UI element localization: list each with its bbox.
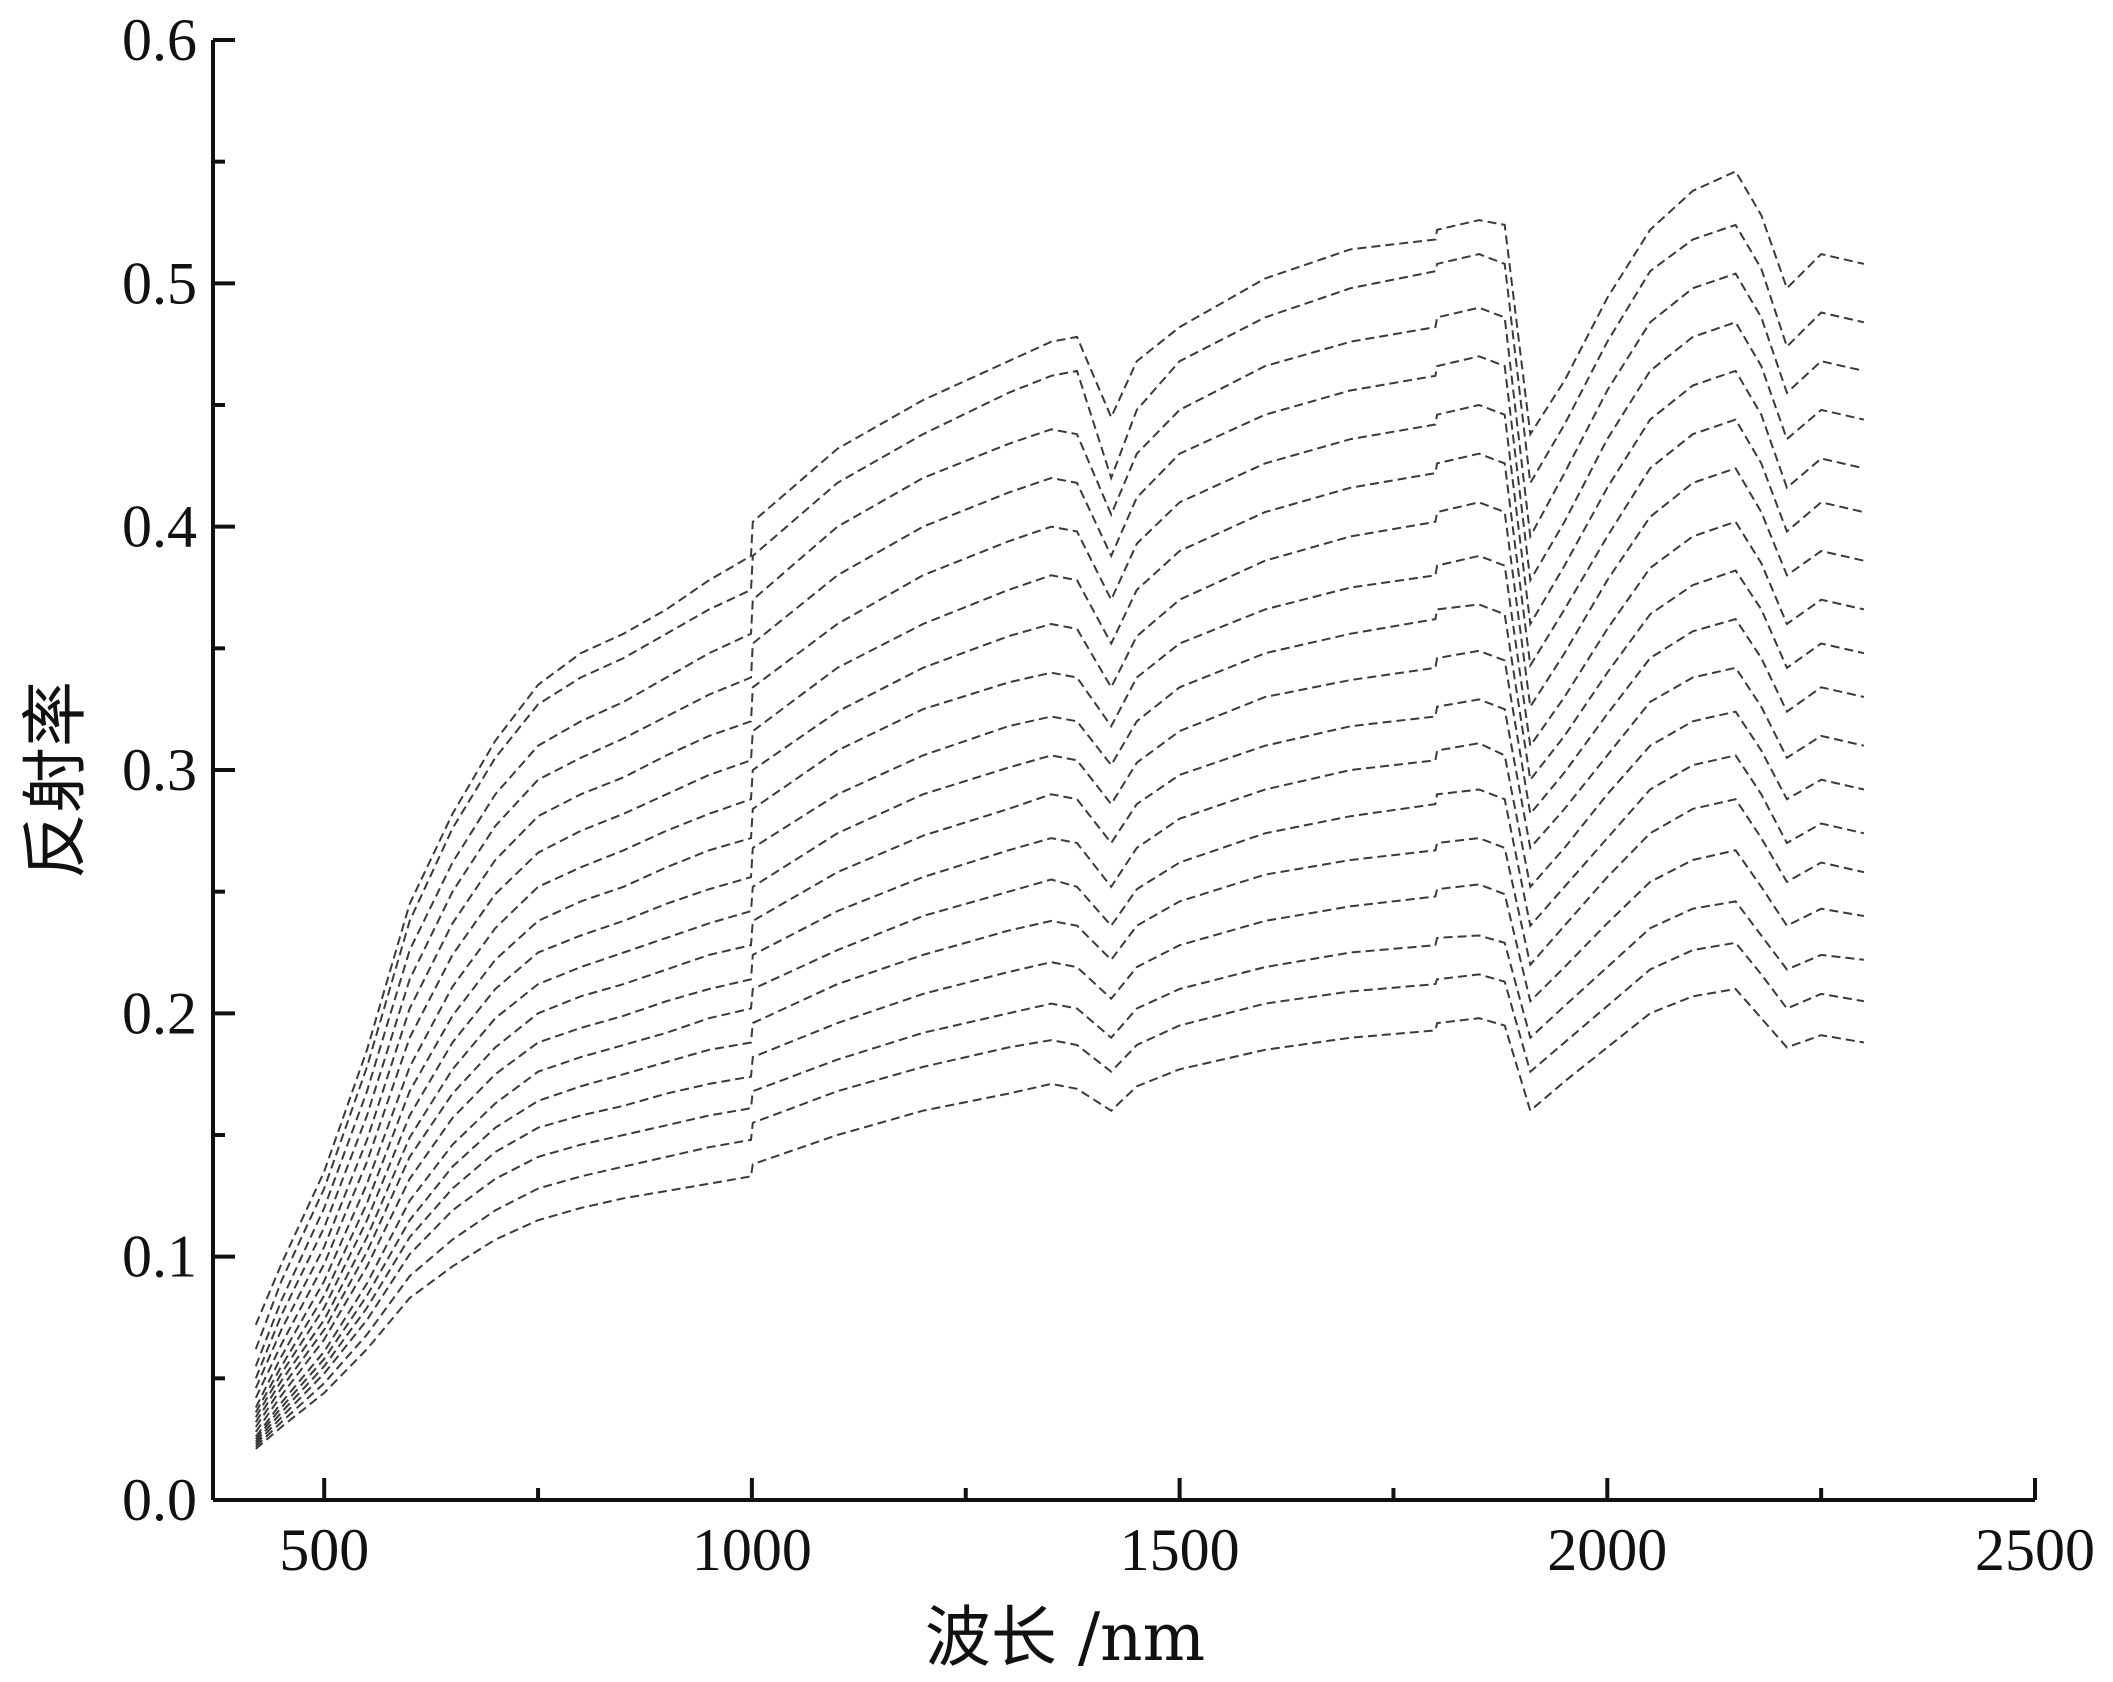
spectrum-line-1 xyxy=(254,170,1865,1326)
spectrum-line-18 xyxy=(255,987,1865,1450)
spectrum-line-12 xyxy=(254,710,1865,1433)
spectrum-line-3 xyxy=(254,272,1865,1367)
spectrum-line-17 xyxy=(255,941,1865,1448)
y-axis-title: 反射率 xyxy=(17,681,94,879)
y-tick-label: 0.3 xyxy=(122,737,197,803)
y-tick-label: 0.5 xyxy=(122,250,197,316)
y-tick-label: 0.4 xyxy=(122,494,197,560)
spectrum-line-2 xyxy=(254,223,1865,1350)
spectrum-line-5 xyxy=(254,369,1865,1389)
spectrum-line-14 xyxy=(255,798,1865,1440)
spectrum-line-7 xyxy=(254,467,1865,1408)
spectrum-line-11 xyxy=(254,666,1865,1428)
x-tick-label: 1000 xyxy=(692,1517,812,1583)
spectrum-line-9 xyxy=(254,569,1865,1418)
x-tick-label: 2500 xyxy=(1975,1517,2095,1583)
y-tick-label: 0.0 xyxy=(122,1467,197,1533)
y-tick-label: 0.6 xyxy=(122,7,197,73)
axes-group: 0.0 0.1 0.2 0.3 0.4 0.5 0.6 500 1000 1500 2000 2500 xyxy=(122,7,2095,1583)
spectrum-line-15 xyxy=(255,849,1865,1443)
y-tick-label: 0.1 xyxy=(122,1224,197,1290)
x-axis-title: 波长 /nm xyxy=(925,1599,1205,1676)
spectra-series-group xyxy=(254,170,1865,1450)
spectrum-line-8 xyxy=(254,520,1865,1413)
x-tick-label: 2000 xyxy=(1547,1517,1667,1583)
spectrum-line-4 xyxy=(254,321,1865,1379)
x-tick-label: 500 xyxy=(279,1517,369,1583)
spectrum-line-13 xyxy=(255,754,1865,1438)
x-tick-label: 1500 xyxy=(1120,1517,1240,1583)
y-tick-label: 0.2 xyxy=(122,980,197,1046)
spectrum-line-16 xyxy=(255,900,1865,1445)
spectrum-line-6 xyxy=(254,418,1865,1399)
spectrum-line-10 xyxy=(254,617,1865,1423)
